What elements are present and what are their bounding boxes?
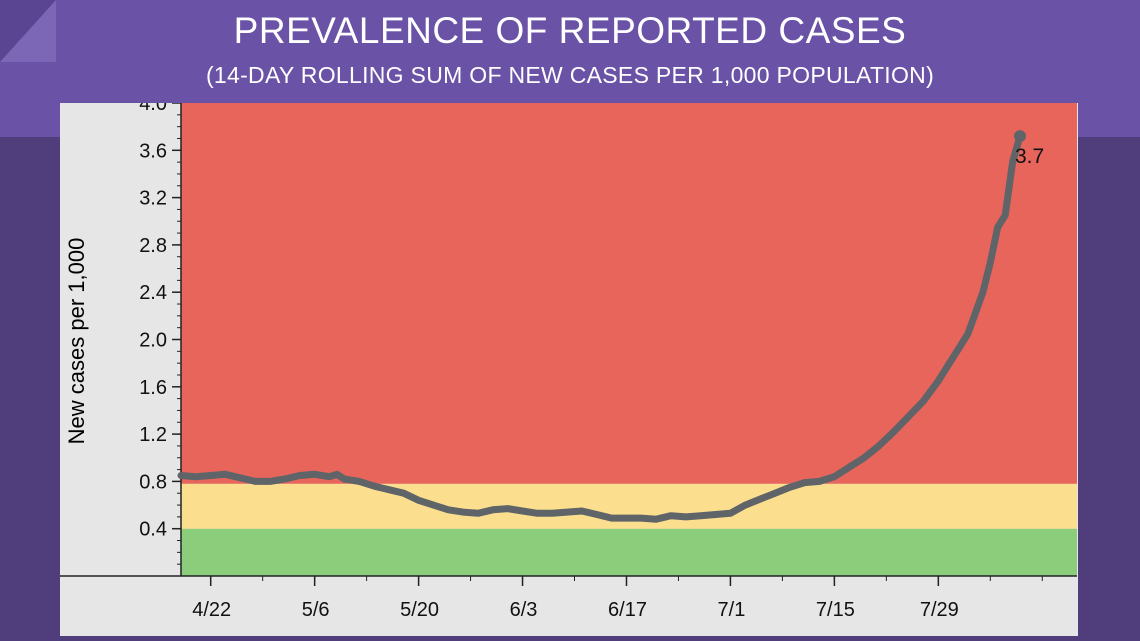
x-tick-label: 7/15: [816, 599, 855, 621]
data-point: [639, 516, 644, 521]
x-axis: 4/22 5/6 5/20 6/3 6/17 7/1 7/15 7/29: [60, 575, 1077, 621]
data-point: [921, 398, 926, 403]
y-tick-label: 2.4: [139, 282, 167, 304]
x-tick-label: 6/3: [510, 599, 538, 621]
data-point: [862, 455, 867, 460]
data-point: [253, 479, 258, 484]
y-tick-label: 1.2: [139, 424, 167, 446]
data-point: [847, 465, 852, 470]
page-title: PREVALENCE OF REPORTED CASES: [233, 10, 907, 51]
data-point: [802, 480, 807, 485]
data-point: [505, 506, 510, 511]
data-point: [654, 517, 659, 522]
x-tick-label: 5/20: [400, 599, 439, 621]
x-tick-label: 6/17: [608, 599, 647, 621]
data-point: [334, 472, 339, 477]
y-tick-label: 2.8: [139, 235, 167, 257]
data-point: [268, 479, 273, 484]
data-point: [461, 510, 466, 515]
data-point: [743, 503, 748, 508]
data-point: [995, 225, 1000, 230]
data-point: [728, 511, 733, 516]
page-subtitle: (14-DAY ROLLING SUM OF NEW CASES PER 1,0…: [205, 62, 935, 88]
data-point: [431, 503, 436, 508]
data-point: [698, 513, 703, 518]
x-tick-label: 5/6: [302, 599, 330, 621]
data-point: [1003, 213, 1008, 218]
data-point: [787, 485, 792, 490]
data-point: [966, 331, 971, 336]
data-point: [669, 513, 674, 518]
data-point: [832, 474, 837, 479]
data-point: [550, 511, 555, 516]
data-point: [906, 414, 911, 419]
zone-green: [181, 528, 1077, 576]
y-tick-label: 1.6: [139, 377, 167, 399]
data-point: [1010, 160, 1015, 165]
data-point: [357, 479, 362, 484]
x-tick-label: 4/22: [192, 599, 231, 621]
threshold-zones: [181, 103, 1077, 576]
data-point: [416, 498, 421, 503]
data-point: [951, 355, 956, 360]
data-point: [594, 512, 599, 517]
y-tick-label: 3.2: [139, 188, 167, 210]
chart-panel: 4.0 3.6 3.2 2.8 2.4 2.0 1.6 1.2 0.8 0.4 4/22 5/6 5/…: [60, 93, 1078, 636]
data-point: [312, 472, 317, 477]
data-point: [386, 487, 391, 492]
data-point: [988, 260, 993, 265]
y-tick-label: 2.0: [139, 330, 167, 352]
data-point: [208, 473, 213, 478]
data-point: [223, 472, 228, 477]
data-point: [475, 511, 480, 516]
x-tick-label: 7/29: [920, 599, 959, 621]
y-axis-label: New cases per 1,000: [64, 238, 89, 445]
data-point: [713, 512, 718, 517]
end-point-marker: [1014, 130, 1026, 143]
data-point: [535, 511, 540, 516]
y-tick-label: 0.4: [139, 519, 167, 541]
y-tick-label: 3.6: [139, 140, 167, 162]
data-point: [683, 514, 688, 519]
data-point: [609, 516, 614, 521]
data-point: [758, 497, 763, 502]
data-point: [327, 474, 332, 479]
data-point: [401, 491, 406, 496]
x-tick-label: 7/1: [718, 599, 746, 621]
data-point: [579, 508, 584, 513]
y-axis: 4.0 3.6 3.2 2.8 2.4 2.0 1.6 1.2 0.8 0.4: [139, 93, 182, 576]
data-point: [565, 510, 570, 515]
data-series: [177, 130, 1026, 523]
data-point: [490, 507, 495, 512]
zone-yellow: [181, 483, 1077, 529]
data-point: [446, 507, 451, 512]
data-point: [342, 477, 347, 482]
data-point: [282, 477, 287, 482]
end-value-label: 3.7: [1015, 145, 1044, 168]
data-point: [193, 474, 198, 479]
data-point: [179, 473, 183, 478]
zone-red: [181, 103, 1077, 484]
data-point: [772, 491, 777, 496]
y-tick-label: 4.0: [139, 103, 167, 115]
data-point: [520, 508, 525, 513]
data-point: [980, 290, 985, 295]
data-point: [238, 475, 243, 480]
data-point: [891, 429, 896, 434]
data-point: [297, 473, 302, 478]
data-point: [372, 484, 377, 489]
data-point: [624, 516, 629, 521]
y-tick-label: 0.8: [139, 471, 167, 493]
line-chart: 4.0 3.6 3.2 2.8 2.4 2.0 1.6 1.2 0.8 0.4 4/22 5/6 5/…: [60, 93, 1077, 621]
data-point: [876, 443, 881, 448]
data-point: [936, 378, 941, 383]
data-point: [817, 479, 822, 484]
